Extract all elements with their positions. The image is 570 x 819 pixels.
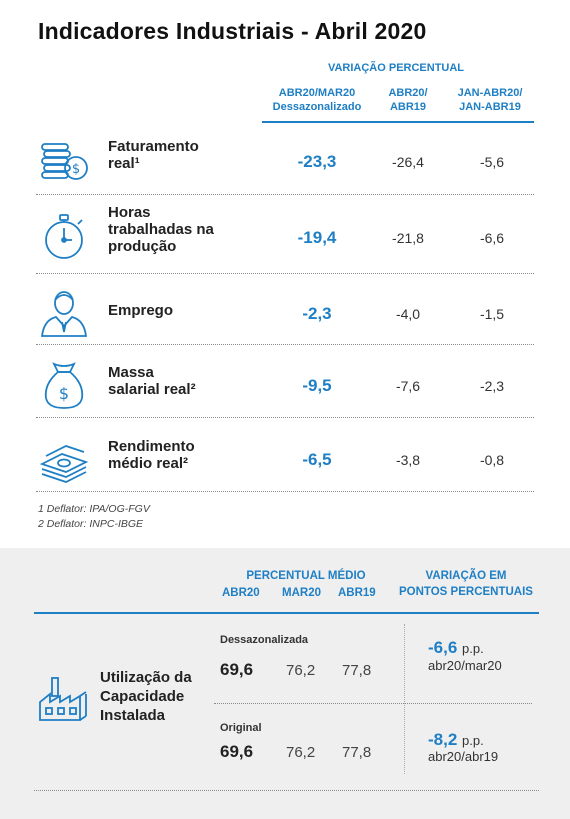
stopwatch-icon [45,214,83,259]
variation-value: -8,2 p.p. [428,730,484,750]
col-header-line: JAN-ABR19 [459,101,521,113]
col-abr20: ABR20 [222,587,260,599]
label-line: salarial real² [108,381,196,398]
coins-money-icon: $ [41,143,88,180]
value-abr20: 69,6 [220,660,254,679]
label-line: Faturamento [108,138,199,155]
value-mar20: 76,2 [286,662,316,679]
value-jan-abr: -0,8 [479,452,505,468]
value-abr20: 69,6 [220,742,254,761]
percentual-medio-header: PERCENTUAL MÉDIO [246,570,366,582]
value-abr-abr: -21,8 [392,230,424,246]
value-jan-abr: -2,3 [479,378,505,394]
indicator-row-faturamento: $ Faturamento real¹ -23,3 -26,4 -5,6 [36,124,534,196]
variation-number: -8,2 [428,730,458,749]
col-header-line: Dessazonalizado [272,101,362,113]
indicator-row-horas: Horas trabalhadas na produção -19,4 -21,… [36,200,534,272]
value-abr-mar: -19,4 [297,228,337,247]
indicator-row-emprego: Emprego -2,3 -4,0 -1,5 [36,276,534,348]
col-header-jan-abr: JAN-ABR20/ JAN-ABR19 [450,86,530,114]
label-line: Instalada [100,707,166,724]
panel-vertical-divider [404,624,405,774]
variation-unit: p.p. [462,641,484,656]
svg-text:$: $ [72,162,80,177]
kind-original: Original [220,722,262,734]
indicator-row-rendimento: Rendimento médio real² -6,5 -3,8 -0,8 [36,424,534,496]
header-line: PONTOS PERCENTUAIS [399,586,533,598]
label-line: Rendimento [108,438,195,455]
label-line: Capacidade [100,688,185,705]
row-divider [36,417,534,418]
col-header-line: ABR19 [389,101,427,113]
indicator-label: Emprego [108,302,173,319]
value-abr-mar: -9,5 [302,376,332,395]
row-divider [36,344,534,345]
label-line: trabalhadas na [108,221,214,238]
label-line: Emprego [108,302,174,319]
money-bag-icon: $ [44,362,84,409]
variation-unit: p.p. [462,733,484,748]
label-line: produção [108,238,177,255]
value-abr-abr: -26,4 [392,154,424,170]
row-divider [36,491,534,492]
header-divider [262,121,534,123]
variation-header: VARIAÇÃO PERCENTUAL [327,62,465,74]
value-abr-abr: -4,0 [395,306,421,322]
value-abr-abr: -3,8 [395,452,421,468]
capacity-label: Utilização da Capacidade Instalada [100,668,192,725]
worker-icon [40,291,88,337]
variation-number: -6,6 [428,638,458,657]
variation-value: -6,6 p.p. [428,638,484,658]
value-jan-abr: -1,5 [479,306,505,322]
value-jan-abr: -5,6 [479,154,505,170]
header-line: VARIAÇÃO EM [425,570,507,582]
col-mar20: MAR20 [282,587,321,599]
footnote: 2 Deflator: INPC-IBGE [38,518,144,530]
variation-points-header: VARIAÇÃO EM PONTOS PERCENTUAIS [396,568,536,600]
cash-stack-icon [39,445,89,483]
value-abr-mar: -6,5 [302,450,332,469]
value-abr-mar: -2,3 [302,304,332,323]
col-header-line: ABR20/MAR20 [278,87,356,99]
group-divider [214,703,532,704]
page-title: Indicadores Industriais - Abril 2020 [38,18,427,44]
label-line: Massa [108,364,154,381]
svg-text:$: $ [59,384,69,403]
indicator-label: Horas trabalhadas na produção [108,204,214,255]
col-header-abr-abr: ABR20/ ABR19 [380,86,436,114]
label-line: real¹ [108,155,140,172]
panel-divider [34,612,539,614]
value-abr19: 77,8 [342,662,372,679]
value-jan-abr: -6,6 [479,230,505,246]
indicator-label: Massa salarial real² [108,364,196,398]
row-divider [36,273,534,274]
value-abr-abr: -7,6 [395,378,421,394]
row-divider [36,194,534,195]
indicator-row-massa: $ Massa salarial real² -9,5 -7,6 -2,3 [36,348,534,420]
variation-period: abr20/abr19 [428,749,499,764]
value-mar20: 76,2 [286,744,316,761]
panel-bottom-divider [34,790,539,791]
value-abr19: 77,8 [342,744,372,761]
col-header-line: ABR20/ [388,87,428,99]
footnotes: 1 Deflator: IPA/OG-FGV 2 Deflator: INPC-… [38,502,150,532]
footnote: 1 Deflator: IPA/OG-FGV [38,503,150,515]
value-abr-mar: -23,3 [297,152,337,171]
label-line: Utilização da [100,669,192,686]
variation-period: abr20/mar20 [428,658,502,673]
capacity-panel [0,548,570,819]
col-header-line: JAN-ABR20/ [457,87,523,99]
factory-icon [39,677,87,721]
label-line: médio real² [108,455,189,472]
col-abr19: ABR19 [338,587,376,599]
col-header-abr-mar: ABR20/MAR20 Dessazonalizado [262,86,372,114]
label-line: Horas [108,204,151,221]
indicator-label: Rendimento médio real² [108,438,195,472]
indicator-label: Faturamento real¹ [108,138,199,172]
kind-dessazonalizada: Dessazonalizada [220,634,309,646]
